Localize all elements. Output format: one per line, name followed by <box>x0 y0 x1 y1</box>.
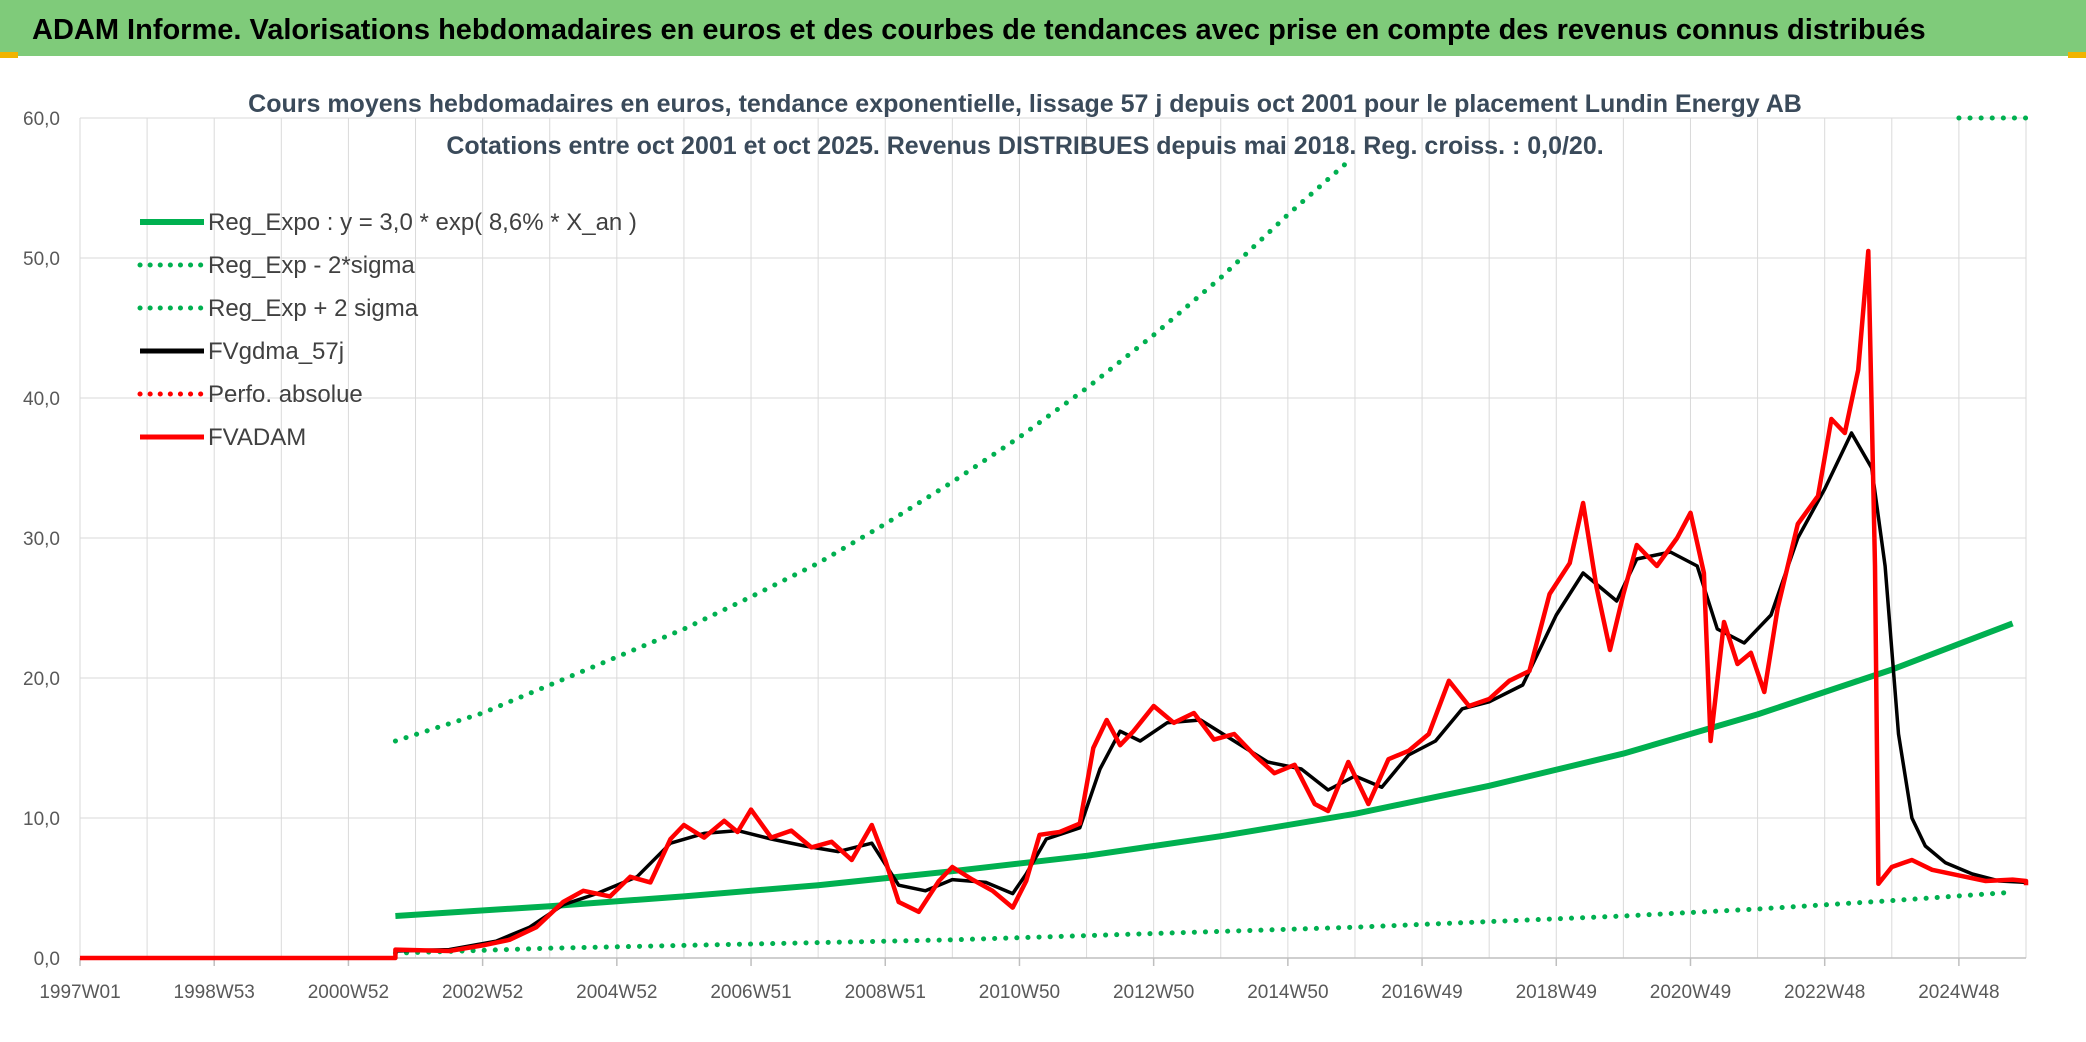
x-tick-label: 2000W52 <box>308 982 389 1003</box>
x-tick-label: 2018W49 <box>1516 982 1597 1003</box>
y-tick-label: 50,0 <box>23 249 60 270</box>
series-line-1 <box>392 889 2016 956</box>
x-tick-label: 2008W51 <box>845 982 926 1003</box>
x-tick-label: 1998W53 <box>174 982 255 1003</box>
series-line-0 <box>395 620 2014 919</box>
legend: Reg_Expo : y = 3,0 * exp( 8,6% * X_an ) R… <box>137 209 637 451</box>
series <box>80 115 2029 961</box>
series-line-5 <box>80 248 2029 961</box>
series-line-3 <box>80 431 2028 960</box>
y-tick-label: 10,0 <box>23 809 60 830</box>
banner-title: ADAM Informe. Valorisations hebdomadaire… <box>32 14 1926 46</box>
banner-accent-right <box>2068 52 2086 58</box>
x-tick-label: 2022W48 <box>1784 982 1865 1003</box>
legend-label-3: FVgdma_57j <box>208 338 344 365</box>
banner-background <box>0 0 2086 56</box>
x-tick-label: 1997W01 <box>39 982 120 1003</box>
x-tick-label: 2014W50 <box>1247 982 1328 1003</box>
grid <box>79 117 2027 959</box>
legend-label-1: Reg_Exp - 2*sigma <box>208 252 415 279</box>
x-tick-label: 2004W52 <box>576 982 657 1003</box>
y-tick-label: 40,0 <box>23 389 60 410</box>
y-tick-label: 0,0 <box>34 949 60 970</box>
series-line-2 <box>392 158 1351 744</box>
x-tick-label: 2006W51 <box>710 982 791 1003</box>
legend-label-0: Reg_Expo : y = 3,0 * exp( 8,6% * X_an ) <box>208 209 637 236</box>
y-tick-label: 20,0 <box>23 669 60 690</box>
x-tick-label: 2012W50 <box>1113 982 1194 1003</box>
x-tick-label: 2020W49 <box>1650 982 1731 1003</box>
y-tick-label: 30,0 <box>23 529 60 550</box>
axes: 0,0 10,0 20,0 30,0 40,0 50,0 60,0 1997W01 1998W5… <box>23 109 2026 1003</box>
y-tick-label: 60,0 <box>23 109 60 130</box>
x-tick-label: 2016W49 <box>1381 982 1462 1003</box>
x-tick-label: 2024W48 <box>1918 982 1999 1003</box>
legend-label-5: FVADAM <box>208 424 306 451</box>
x-tick-label: 2002W52 <box>442 982 523 1003</box>
x-tick-label: 2010W50 <box>979 982 1060 1003</box>
banner-accent-left <box>0 52 18 58</box>
legend-label-2: Reg_Exp + 2 sigma <box>208 295 419 322</box>
legend-label-4: Perfo. absolue <box>208 381 363 408</box>
chart-title: Cours moyens hebdomadaires en euros, ten… <box>248 90 1802 118</box>
chart-subtitle: Cotations entre oct 2001 et oct 2025. Re… <box>446 132 1603 160</box>
